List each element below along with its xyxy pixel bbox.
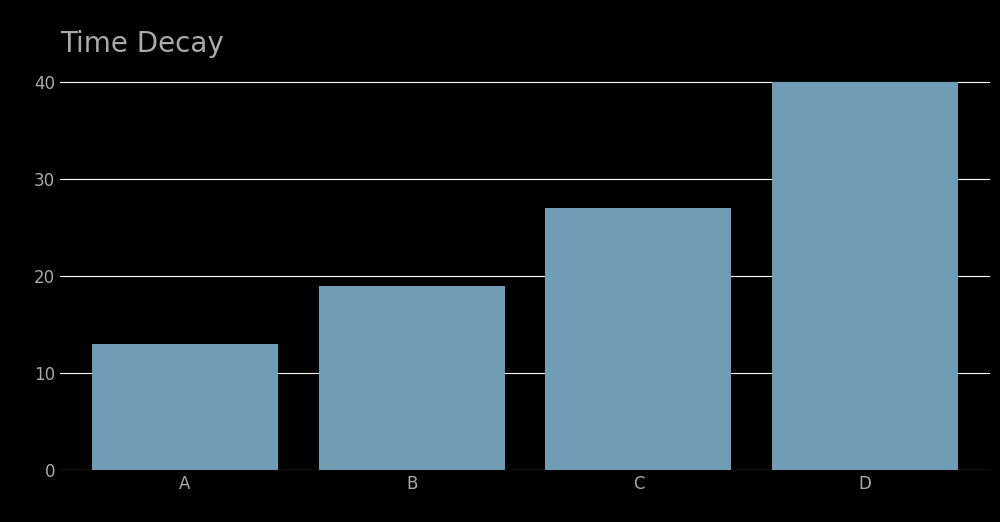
Bar	[319, 286, 505, 470]
Bar	[92, 344, 278, 470]
Bar	[545, 208, 731, 470]
Bar	[772, 82, 958, 470]
Text: Time Decay: Time Decay	[60, 30, 224, 57]
